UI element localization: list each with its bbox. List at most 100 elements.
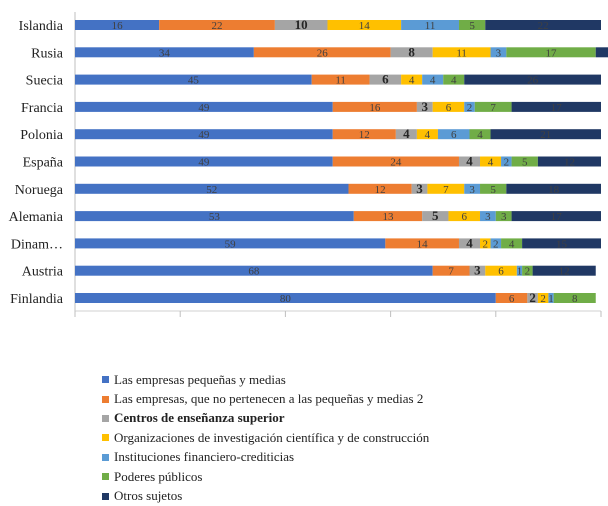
data-label: 6 <box>461 211 467 223</box>
legend-swatch <box>102 376 109 384</box>
bar-segment <box>401 20 459 30</box>
bar-segment <box>348 183 412 194</box>
data-label: 5 <box>522 157 528 169</box>
bar-segment <box>443 74 465 85</box>
data-label: 21 <box>540 129 551 141</box>
bar-segment <box>537 156 601 167</box>
bar-segment <box>527 293 538 303</box>
category-label: Islandia <box>19 19 64 34</box>
legend-label: Poderes públicos <box>114 468 203 484</box>
bar-segment <box>522 238 601 249</box>
bar-segment <box>159 20 275 30</box>
bar-segment <box>522 265 533 276</box>
bar-segment <box>490 129 601 140</box>
bar-segment <box>75 20 160 30</box>
stacked-bar-chart: Islandia1622101411522Rusia342681131711Su… <box>9 12 608 317</box>
chart-legend: Las empresas pequeñas y medias Las empres… <box>102 370 429 506</box>
legend-entry: Poderes públicos <box>102 467 429 486</box>
data-label: 12 <box>359 129 370 141</box>
data-label: 53 <box>209 211 221 223</box>
bar-segment <box>458 156 481 167</box>
bar-segment <box>595 47 608 58</box>
bar-segment <box>332 101 417 112</box>
bar-segment <box>516 265 523 276</box>
data-label: 26 <box>527 75 539 87</box>
bar-segment <box>432 101 465 112</box>
data-label: 3 <box>496 47 502 59</box>
data-label: 34 <box>159 47 171 59</box>
data-label: 14 <box>359 20 371 32</box>
bar-segment <box>480 156 502 167</box>
bar-segment <box>416 129 438 140</box>
data-label: 3 <box>501 211 507 223</box>
bar-segment <box>411 183 428 194</box>
legend-label: Centros de enseñanza superior <box>114 410 285 426</box>
bar-segment <box>327 20 402 30</box>
data-label: 1 <box>548 293 554 305</box>
legend-label: Las empresas, que no pertenecen a las pe… <box>114 391 424 407</box>
data-label: 11 <box>456 47 467 59</box>
category-label: Alemania <box>9 210 64 225</box>
bar-segment <box>75 293 496 303</box>
data-label: 4 <box>477 129 483 141</box>
bar-segment <box>75 238 386 249</box>
data-label: 2 <box>540 293 546 305</box>
data-label: 17 <box>551 211 563 223</box>
legend-label: Instituciones financiero-crediticias <box>114 449 295 465</box>
bar-segment <box>311 74 370 85</box>
data-label: 26 <box>317 47 329 59</box>
bar-segment <box>501 238 523 249</box>
data-label: 6 <box>498 266 504 278</box>
bar-segment <box>75 129 333 140</box>
bar-segment <box>511 211 601 222</box>
data-label: 4 <box>451 75 457 87</box>
legend-swatch <box>102 395 109 403</box>
data-label: 18 <box>548 184 560 196</box>
data-label: 16 <box>369 102 381 114</box>
data-label: 1 <box>517 266 523 278</box>
bar-segment <box>432 265 470 276</box>
data-label: 7 <box>448 266 454 278</box>
legend-swatch <box>102 434 109 442</box>
bar-segment <box>553 293 596 303</box>
bar-segment <box>480 211 496 222</box>
bar-segment <box>469 129 491 140</box>
legend-entry: Centros de enseñanza superior <box>102 409 429 428</box>
bar-segment <box>495 293 528 303</box>
legend-entry: Instituciones financiero-crediticias <box>102 448 429 467</box>
data-label: 5 <box>432 208 439 223</box>
data-label: 6 <box>382 72 389 87</box>
bar-segment <box>401 74 423 85</box>
data-label: 2 <box>483 238 489 250</box>
bar-segment <box>511 101 601 112</box>
bar-segment <box>437 129 470 140</box>
bar-segment <box>458 20 486 30</box>
bar-segment <box>474 101 512 112</box>
data-label: 6 <box>509 293 515 305</box>
data-label: 12 <box>564 157 575 169</box>
legend-entry: Otros sujetos <box>102 486 429 505</box>
bar-segment <box>464 183 481 194</box>
bar-segment <box>480 183 507 194</box>
data-label: 22 <box>212 20 223 32</box>
data-label: 16 <box>112 20 124 32</box>
category-label: Noruega <box>15 183 64 198</box>
data-label: 45 <box>188 75 200 87</box>
bar-segment <box>274 20 328 30</box>
data-label: 12 <box>375 184 386 196</box>
bar-segment <box>385 238 459 249</box>
legend-entry: Organizaciones de investigación científi… <box>102 428 429 447</box>
legend-label: Otros sujetos <box>114 488 183 504</box>
bar-segment <box>427 183 465 194</box>
bar-segment <box>485 265 517 276</box>
legend-swatch <box>102 453 109 461</box>
bar-segment <box>511 156 538 167</box>
data-label: 4 <box>403 126 410 141</box>
data-label: 3 <box>469 184 475 196</box>
data-label: 3 <box>474 263 481 278</box>
bar-segment <box>332 129 396 140</box>
data-label: 11 <box>335 75 346 87</box>
legend-label: Organizaciones de investigación científi… <box>114 429 430 445</box>
data-label: 24 <box>390 157 402 169</box>
category-label: Francia <box>21 101 64 116</box>
